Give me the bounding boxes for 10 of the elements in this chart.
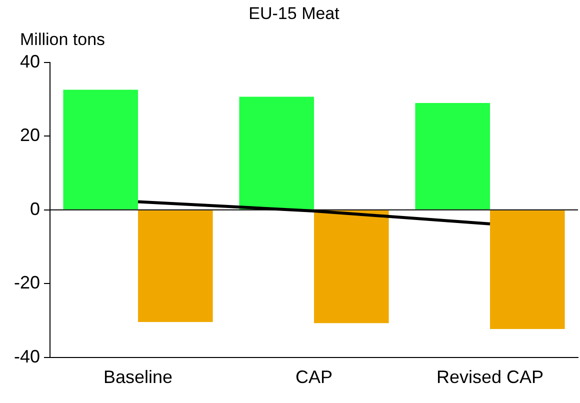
y-tick-label: -20 bbox=[14, 272, 40, 293]
y-tick-label: -40 bbox=[14, 346, 40, 366]
y-tick-label: 40 bbox=[20, 51, 40, 72]
x-tick-label: Revised CAP bbox=[436, 367, 544, 388]
chart-title: EU-15 Meat bbox=[248, 4, 340, 23]
y-tick-label: 20 bbox=[20, 125, 40, 146]
y-axis-title: Million tons bbox=[20, 30, 106, 50]
x-tick-label: Baseline bbox=[103, 367, 173, 388]
y-tick-label: 0 bbox=[30, 198, 40, 219]
x-tick-label: CAP bbox=[296, 367, 333, 388]
